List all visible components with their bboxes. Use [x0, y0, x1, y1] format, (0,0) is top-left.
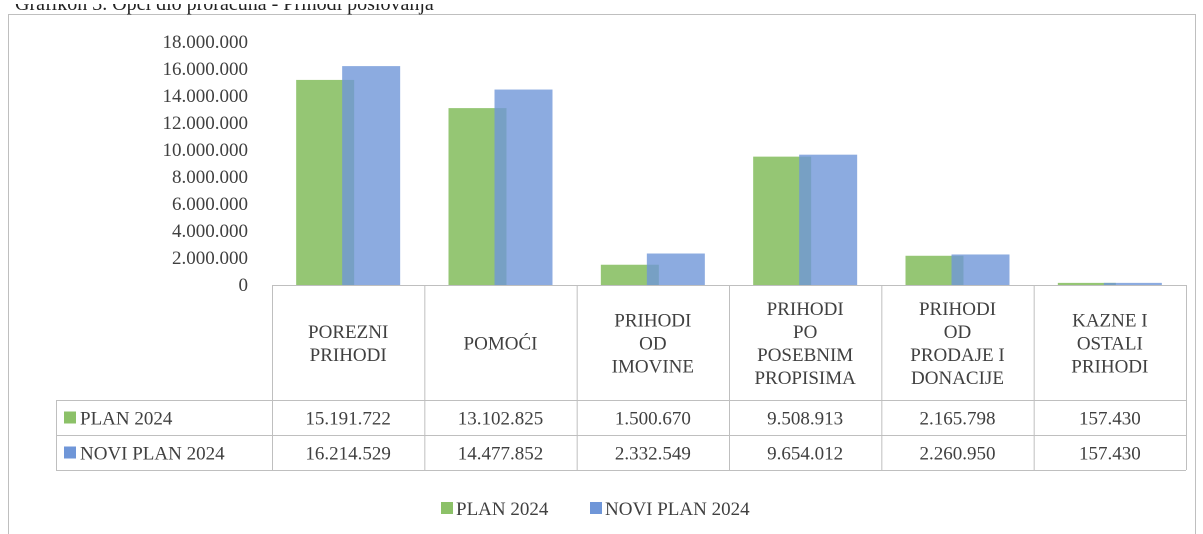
table-cell-value: 1.500.670 — [615, 409, 691, 430]
y-tick-label: 6.000.000 — [172, 194, 248, 215]
category-label: PRODAJE I — [910, 345, 1004, 366]
category-label: PROPISIMA — [754, 368, 856, 389]
y-tick-label: 14.000.000 — [163, 86, 249, 107]
y-tick-label: 16.000.000 — [163, 59, 249, 80]
series-row-label: PLAN 2024 — [80, 409, 173, 430]
category-label: PRIHODI — [919, 299, 996, 320]
y-tick-label: 2.000.000 — [172, 248, 248, 269]
bar-novi-plan-2024 — [799, 154, 858, 285]
series-row-label: NOVI PLAN 2024 — [80, 444, 225, 465]
bar-novi-plan-2024 — [494, 89, 553, 285]
table-cell-value: 16.214.529 — [305, 444, 391, 465]
legend-label: NOVI PLAN 2024 — [605, 499, 750, 520]
y-tick-label: 0 — [239, 275, 249, 296]
bar-novi-plan-2024 — [646, 253, 705, 285]
chart-frame: Grafikon 3. Opći dio proračuna - Prihodi… — [8, 4, 1196, 534]
table-cell-value: 9.654.012 — [767, 444, 843, 465]
category-label: PRIHODI — [310, 345, 387, 366]
bar-novi-plan-2024 — [951, 254, 1010, 285]
category-label: PRIHODI — [1071, 357, 1148, 378]
bar-novi-plan-2024 — [1103, 282, 1162, 285]
table-cell-value: 14.477.852 — [458, 444, 544, 465]
y-tick-label: 18.000.000 — [163, 32, 249, 53]
y-tick-label: 12.000.000 — [163, 113, 249, 134]
bar-novi-plan-2024 — [342, 66, 401, 286]
bar-plan-2024 — [1057, 282, 1116, 285]
legend-swatch — [590, 502, 602, 514]
series-key-swatch — [64, 411, 76, 424]
category-label: POSEBNIM — [757, 345, 853, 366]
category-label: OD — [639, 334, 666, 355]
y-tick-label: 4.000.000 — [172, 221, 248, 242]
category-label: OSTALI — [1077, 334, 1143, 355]
table-cell-value: 13.102.825 — [458, 409, 544, 430]
category-label: POREZNI — [308, 322, 388, 343]
table-cell-value: 2.165.798 — [920, 409, 996, 430]
chart-caption: Grafikon 3. Opći dio proračuna - Prihodi… — [15, 0, 434, 15]
legend-label: PLAN 2024 — [456, 499, 549, 520]
category-label: POMOĆI — [464, 333, 538, 355]
bar-plan-2024 — [600, 264, 659, 285]
category-label: DONACIJE — [911, 368, 1004, 389]
category-label: PO — [793, 322, 817, 343]
legend-swatch — [441, 502, 453, 514]
series-key-swatch — [64, 446, 76, 459]
table-cell-value: 9.508.913 — [767, 409, 843, 430]
y-tick-label: 10.000.000 — [163, 140, 249, 161]
table-cell-value: 2.332.549 — [615, 444, 691, 465]
category-label: PRIHODI — [614, 311, 691, 332]
table-cell-value: 157.430 — [1079, 409, 1141, 430]
category-label: IMOVINE — [612, 357, 694, 378]
table-cell-value: 157.430 — [1079, 444, 1141, 465]
category-label: KAZNE I — [1072, 311, 1147, 332]
table-cell-value: 2.260.950 — [920, 444, 996, 465]
category-label: PRIHODI — [767, 299, 844, 320]
category-label: OD — [944, 322, 971, 343]
table-cell-value: 15.191.722 — [305, 409, 391, 430]
y-tick-label: 8.000.000 — [172, 167, 248, 188]
